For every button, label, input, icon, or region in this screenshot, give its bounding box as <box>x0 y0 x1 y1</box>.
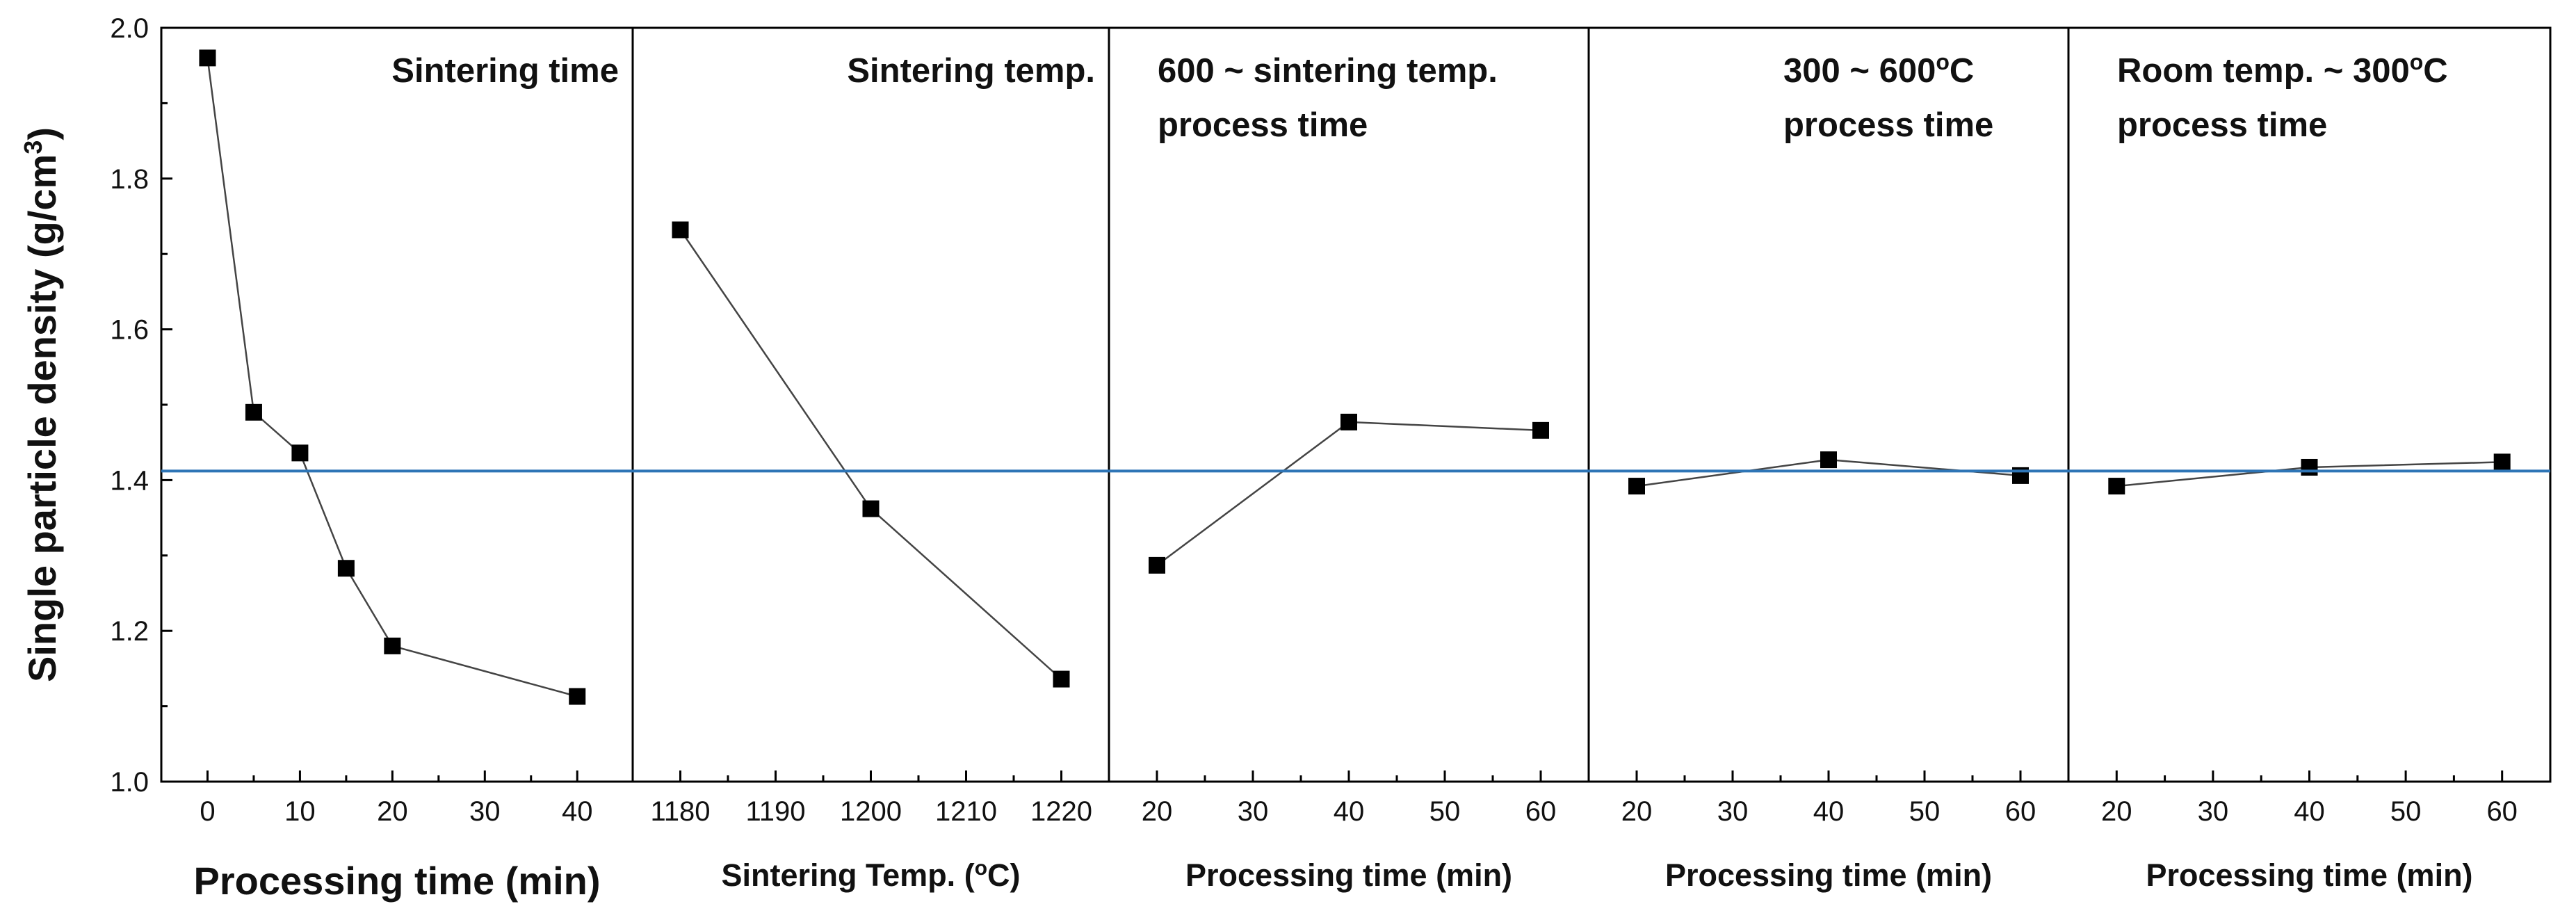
x-tick-label: 1190 <box>745 796 805 827</box>
data-point <box>1053 670 1070 688</box>
panel-1: 0 10 20 30 40 Processing time (min) Sintering … <box>160 26 634 903</box>
panel-5: 20 30 40 50 60 Processing time (min) Room temp… <box>2067 26 2552 893</box>
y-tick-label: 1.0 <box>110 767 149 798</box>
x-axis-title: Processing time (min) <box>193 859 600 903</box>
series-line <box>1156 421 1541 566</box>
data-point <box>1820 451 1837 469</box>
data-point <box>569 688 586 705</box>
x-tick-label: 30 <box>2198 796 2229 827</box>
x-tick-label: 30 <box>1238 796 1269 827</box>
data-point <box>1340 413 1357 430</box>
data-point <box>337 560 355 577</box>
x-axis-title: Processing time (min) <box>2146 857 2472 893</box>
data-point <box>2301 458 2318 476</box>
panel-title: process time <box>1783 106 1993 144</box>
y-tick-label: 1.4 <box>110 465 149 496</box>
x-axis-title: Processing time (min) <box>1185 857 1512 893</box>
data-point <box>2493 453 2511 471</box>
panel-title: 600 ~ sintering temp. <box>1158 52 1498 90</box>
x-tick-label: 1210 <box>935 796 997 827</box>
x-tick-label: 20 <box>1142 796 1173 827</box>
panel-title: process time <box>2117 106 2327 144</box>
panel-title: Sintering time <box>391 52 619 90</box>
panel-title: Sintering temp. <box>847 52 1095 90</box>
panel-3: 20 30 40 50 60 Processing time (min) 600 ~ sin… <box>1108 26 1590 893</box>
x-tick-label: 60 <box>2486 796 2518 827</box>
x-tick-label: 1200 <box>840 796 902 827</box>
x-tick-label: 60 <box>2005 796 2036 827</box>
x-tick-label: 1180 <box>650 796 710 827</box>
y-tick-label: 1.6 <box>110 315 149 346</box>
x-tick-label: 60 <box>1525 796 1557 827</box>
x-axis-title: Sintering Temp. (oC) <box>722 857 1021 894</box>
x-tick-label: 50 <box>2390 796 2422 827</box>
panel-title: 300 ~ 600oC <box>1783 49 1974 90</box>
panel-frame <box>631 26 1110 783</box>
x-tick-label: 50 <box>1429 796 1461 827</box>
series-line <box>206 58 578 697</box>
data-point <box>862 500 880 517</box>
data-point <box>1628 478 1645 495</box>
data-point <box>1149 556 1165 574</box>
panel-2: 1180 1190 1200 1210 1220 Sintering Temp. (oC)… <box>631 26 1110 894</box>
x-tick-label: 40 <box>1334 796 1365 827</box>
x-tick-label: 20 <box>2101 796 2132 827</box>
data-point <box>199 49 216 67</box>
x-axis-title: Processing time (min) <box>1665 857 1992 893</box>
y-axis: 1.0 1.2 1.4 1.6 1.8 2.0 Single particle densit… <box>19 13 172 798</box>
x-tick-label: 20 <box>377 796 408 827</box>
x-tick-label: 50 <box>1909 796 1941 827</box>
x-tick-label: 30 <box>469 796 501 827</box>
y-tick-label: 1.8 <box>110 164 149 195</box>
data-point <box>1532 421 1549 439</box>
data-point <box>2108 478 2125 495</box>
data-point <box>291 444 309 462</box>
panel-4: 20 30 40 50 60 Processing time (min) 300 ~ 600… <box>1587 26 2070 893</box>
data-point <box>384 637 401 654</box>
y-tick-label: 2.0 <box>110 13 149 44</box>
panel-frame <box>160 26 634 783</box>
data-point <box>672 221 689 239</box>
x-tick-label: 30 <box>1717 796 1749 827</box>
panel-title: process time <box>1158 106 1368 144</box>
x-tick-label: 40 <box>2294 796 2325 827</box>
x-tick-label: 1220 <box>1030 796 1092 827</box>
panel-title: Room temp. ~ 300oC <box>2117 49 2448 90</box>
series-line <box>679 229 1062 680</box>
y-axis-title: Single particle density (g/cm3) <box>19 127 65 682</box>
data-point <box>245 403 262 421</box>
x-tick-label: 40 <box>562 796 593 827</box>
x-tick-label: 20 <box>1621 796 1653 827</box>
x-tick-label: 40 <box>1813 796 1845 827</box>
y-tick-label: 1.2 <box>110 616 149 647</box>
x-tick-label: 0 <box>200 796 215 827</box>
x-tick-label: 10 <box>284 796 316 827</box>
